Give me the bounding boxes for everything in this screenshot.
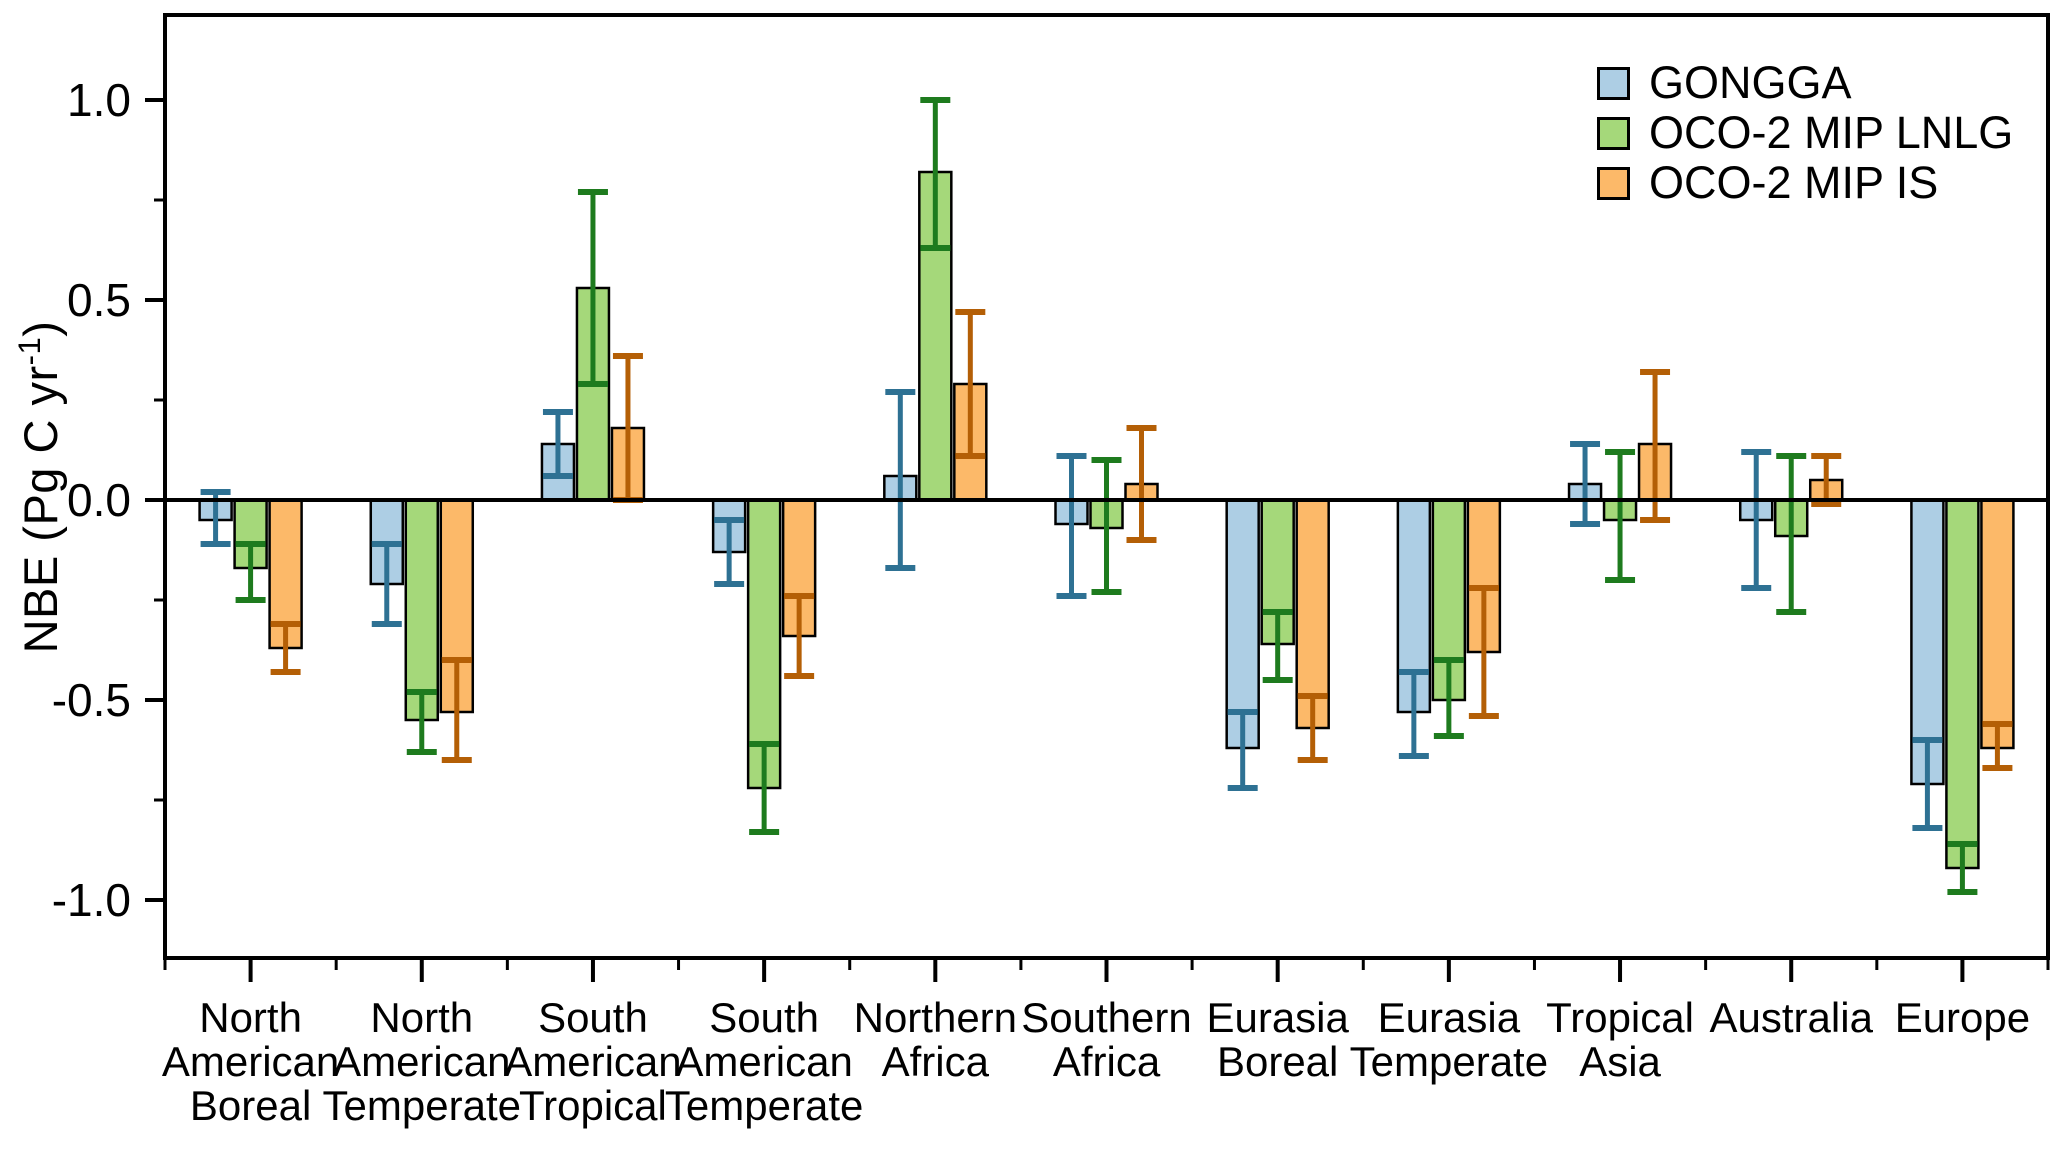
legend-item-gongga: GONGGA [1597,57,2013,108]
x-category-label: North American Boreal [162,994,339,1129]
x-category-label: Australia [1710,994,1874,1041]
legend: GONGGA OCO-2 MIP LNLG OCO-2 MIP IS [1597,57,2013,208]
x-category-label: Eurasia Temperate [1350,994,1548,1085]
y-axis-title: NBE (Pg C yr-1) [12,321,68,654]
x-category-label: South American Tropical [504,994,681,1129]
legend-label-oco2-mip-lnlg: OCO-2 MIP LNLG [1649,107,2014,158]
y-axis-title-suffix: ) [13,320,67,337]
bar [1945,498,1980,870]
x-category-label: North American Temperate [323,994,521,1129]
x-category-label: Europe [1895,994,2030,1041]
x-category-label: Tropical Asia [1546,994,1694,1085]
y-tick-label: 0.0 [67,474,131,526]
legend-label-oco2-mip-is: OCO-2 MIP IS [1649,157,1939,208]
legend-swatch-oco2-mip-lnlg [1597,116,1630,150]
y-axis-title-superscript: -1 [12,336,48,366]
x-category-label: Southern Africa [1021,994,1191,1085]
y-tick-label: -0.5 [52,674,131,726]
y-axis-title-text: NBE (Pg C yr [13,365,67,654]
legend-item-oco2-mip-lnlg: OCO-2 MIP LNLG [1597,107,2013,158]
x-category-label: South American Temperate [665,994,863,1129]
legend-item-oco2-mip-is: OCO-2 MIP IS [1597,157,2013,208]
bar [746,498,782,790]
bar [1910,498,1945,786]
x-category-label: Northern Africa [854,994,1017,1085]
y-tick-label: -1.0 [52,874,131,926]
legend-label-gongga: GONGGA [1649,57,1852,108]
x-category-label: Eurasia Boreal [1206,994,1349,1085]
y-tick-label: 1.0 [67,74,131,126]
legend-swatch-oco2-mip-is [1597,166,1630,200]
bar [1980,498,2015,750]
bar [404,498,440,722]
y-tick-label: 0.5 [67,274,131,326]
legend-swatch-gongga [1597,66,1630,100]
